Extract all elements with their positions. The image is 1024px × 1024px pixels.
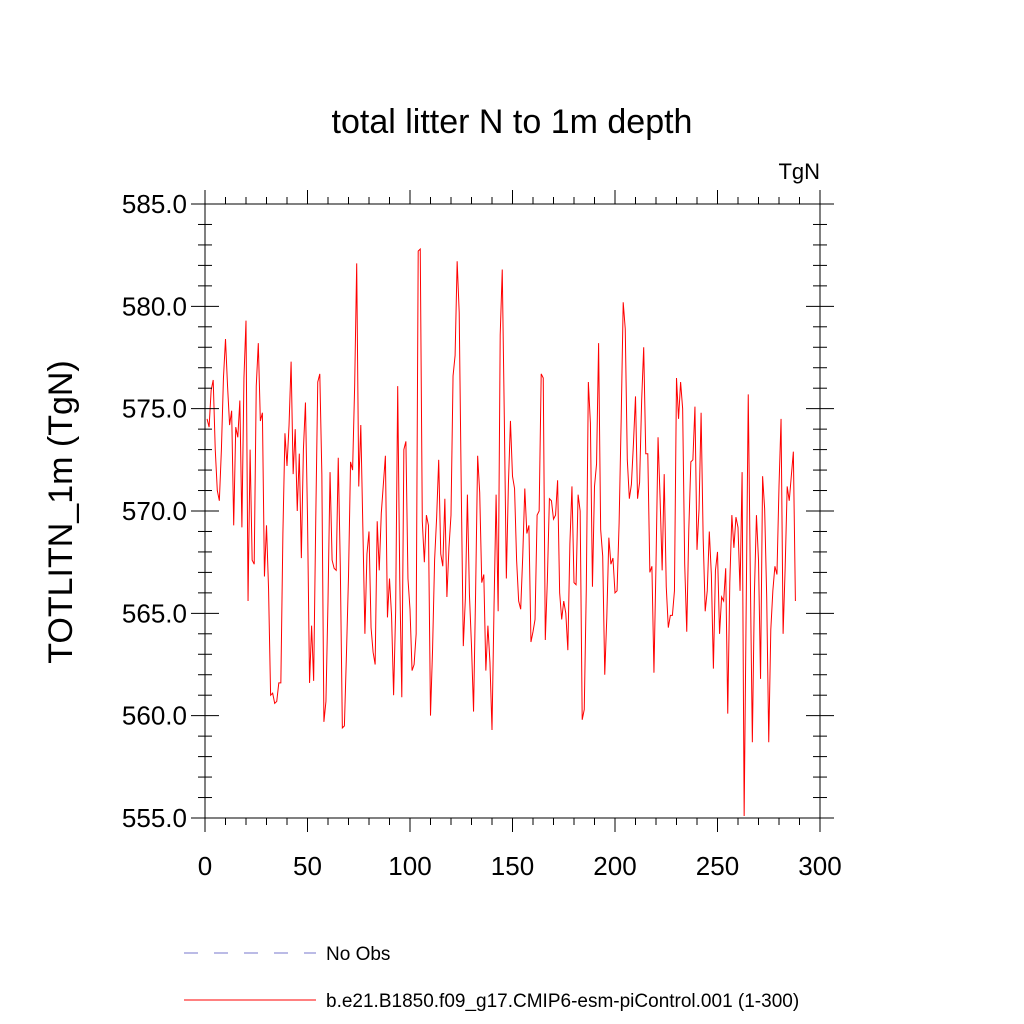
x-tick-label: 100 — [388, 851, 431, 881]
tick-labels: 0 50 100 150 200 250 300 555.0 560.0 565.0 570.0 57… — [122, 189, 842, 881]
y-tick-label: 580.0 — [122, 291, 187, 321]
x-tick-label: 250 — [696, 851, 739, 881]
x-tick-label: 200 — [593, 851, 636, 881]
y-tick-label: 575.0 — [122, 394, 187, 424]
plot-area — [206, 247, 796, 816]
legend-label-no-obs: No Obs — [326, 944, 390, 965]
axes — [191, 190, 834, 832]
units-label: TgN — [778, 159, 820, 184]
x-tick-label: 50 — [293, 851, 322, 881]
legend: No Obs b.e21.B1850.f09_g17.CMIP6-esm-piC… — [184, 944, 799, 1012]
x-tick-label: 0 — [198, 851, 212, 881]
legend-label-model: b.e21.B1850.f09_g17.CMIP6-esm-piControl.… — [326, 991, 799, 1012]
chart-title: total litter N to 1m depth — [332, 103, 693, 141]
y-tick-label: 565.0 — [122, 598, 187, 628]
series-line-0 — [206, 247, 796, 816]
y-tick-label: 555.0 — [122, 803, 187, 833]
x-tick-label: 300 — [798, 851, 841, 881]
y-tick-label: 585.0 — [122, 189, 187, 219]
y-tick-label: 560.0 — [122, 701, 187, 731]
y-axis-label: TOTLITN_1m (TgN) — [42, 360, 80, 664]
x-tick-label: 150 — [491, 851, 534, 881]
y-tick-label: 570.0 — [122, 496, 187, 526]
